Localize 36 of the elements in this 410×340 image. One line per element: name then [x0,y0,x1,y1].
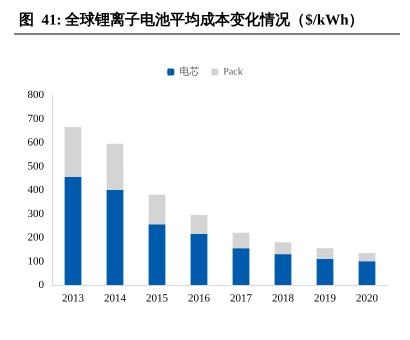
x-tick-label: 2016 [188,292,210,304]
bar [106,144,124,190]
bar [148,224,166,285]
bar [64,127,82,177]
legend-label: 电芯 [179,66,200,78]
bar [232,248,250,285]
bar [232,232,250,248]
x-tick-label: 2020 [356,292,378,304]
bar [358,252,376,262]
legend-label: Pack [223,66,243,78]
y-tick-label: 500 [28,160,44,172]
bar [358,261,376,285]
bar [190,234,208,285]
x-tick-label: 2019 [314,292,336,304]
bar [106,190,124,285]
y-tick-label: 200 [28,232,44,244]
y-tick-label: 600 [28,136,44,148]
bar [148,194,166,224]
y-tick-label: 100 [28,255,44,268]
x-tick-label: 2015 [146,292,168,304]
x-tick-label: 2017 [230,292,252,304]
y-tick-label: 300 [28,208,44,220]
x-tick-label: 2013 [62,292,84,304]
y-tick-label: 400 [28,184,44,196]
chart-title: 图 41: 全球锂离子电池平均成本变化情况（$/kWh） [19,10,364,28]
bar [274,242,292,254]
y-tick-label: 0 [38,279,44,291]
bar [64,176,82,285]
bar [316,258,334,285]
bar [274,254,292,285]
bar [190,214,208,234]
x-tick-label: 2014 [104,292,126,304]
bar [316,248,334,259]
y-tick-label: 700 [28,112,44,125]
y-tick-label: 800 [28,89,44,101]
x-tick-label: 2018 [272,292,294,304]
